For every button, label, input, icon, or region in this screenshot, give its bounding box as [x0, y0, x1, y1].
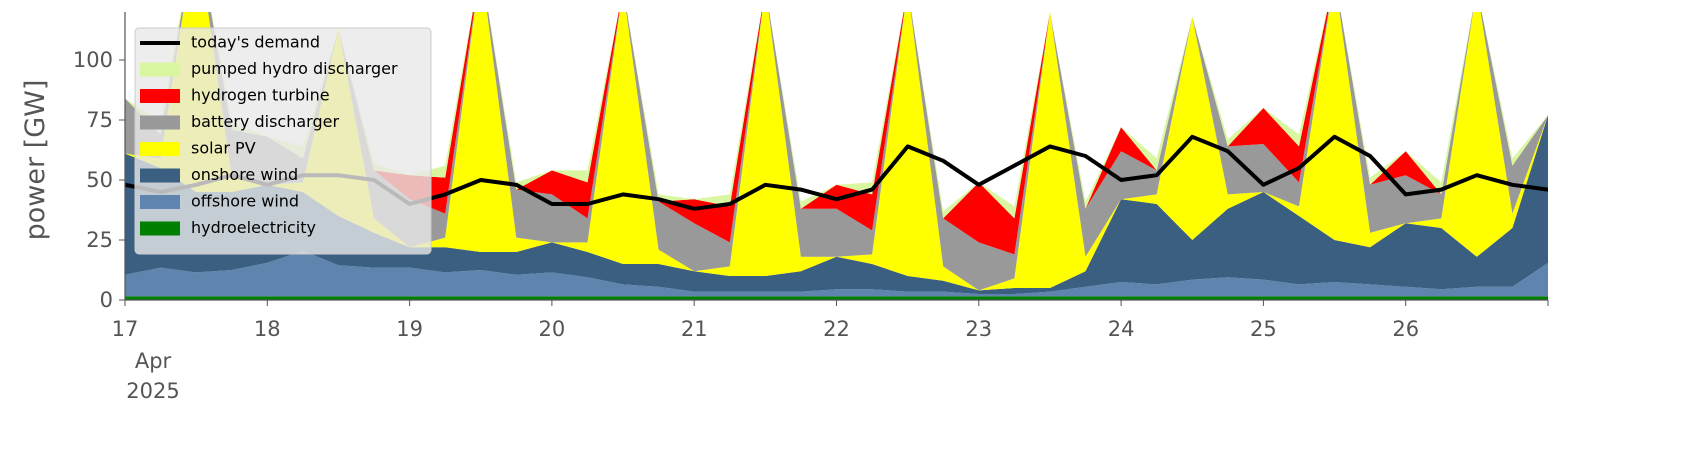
legend-swatch	[140, 89, 180, 103]
x-tick-label: 23	[965, 317, 992, 341]
area	[125, 115, 1548, 294]
legend-label: hydrogen turbine	[191, 86, 330, 105]
legend-swatch	[140, 142, 180, 156]
area	[125, 12, 1548, 291]
axes: 0 25 50 75 100 17 18 19 20 21 22 23 24 25 26 Apr 2025	[73, 12, 1549, 403]
legend-label: hydroelectricity	[191, 218, 316, 237]
y-tick-label: 50	[86, 168, 113, 192]
area	[125, 12, 1548, 255]
legend-swatch	[140, 115, 180, 130]
x-tick-label: 21	[681, 317, 708, 341]
legend-label: onshore wind	[191, 165, 298, 184]
legend-swatch	[140, 62, 180, 77]
y-tick-label: 0	[100, 288, 113, 312]
x-tick-label: 18	[254, 317, 281, 341]
x-tick-label: 25	[1250, 317, 1277, 341]
legend-box	[134, 27, 432, 255]
area	[125, 250, 1548, 297]
y-tick-label: 75	[86, 108, 113, 132]
legend-label: solar PV	[191, 139, 256, 158]
x-tick-sublabel: 2025	[126, 379, 179, 403]
legend-label: battery discharger	[191, 112, 339, 131]
legend: today's demand pumped hydro discharger hyd…	[134, 27, 432, 255]
x-tick-label: 22	[823, 317, 850, 341]
plot-area	[125, 12, 1548, 300]
legend-swatch	[140, 168, 180, 183]
legend-swatch	[140, 221, 180, 236]
area	[125, 296, 1548, 300]
legend-label: today's demand	[191, 33, 320, 52]
x-tick-label: 24	[1108, 317, 1135, 341]
x-tick-sublabel: Apr	[135, 349, 172, 373]
y-tick-label: 100	[73, 48, 113, 72]
y-tick-label: 25	[86, 228, 113, 252]
legend-swatch	[140, 195, 180, 209]
area	[125, 12, 1548, 291]
x-tick-label: 20	[539, 317, 566, 341]
y-axis-label: power [GW]	[20, 80, 51, 241]
legend-label: pumped hydro discharger	[191, 59, 398, 78]
x-tick-label: 19	[396, 317, 423, 341]
legend-label: offshore wind	[191, 192, 299, 211]
x-tick-label: 17	[112, 317, 139, 341]
x-tick-label: 26	[1392, 317, 1419, 341]
